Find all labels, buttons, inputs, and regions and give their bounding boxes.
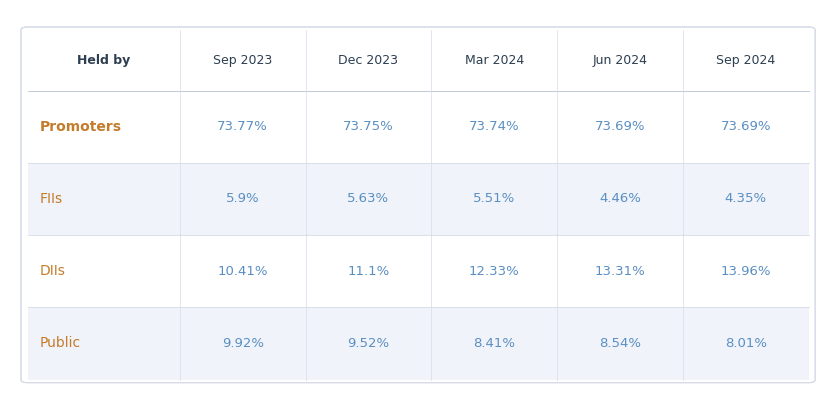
FancyBboxPatch shape [21,27,815,383]
Text: 12.33%: 12.33% [469,265,520,278]
Text: 5.51%: 5.51% [473,192,515,206]
Bar [27,163,809,235]
Text: 4.35%: 4.35% [725,192,767,206]
Bar [27,30,809,91]
Text: 13.96%: 13.96% [721,265,771,278]
Text: 5.9%: 5.9% [226,192,260,206]
Text: 10.41%: 10.41% [217,265,268,278]
Text: FIIs: FIIs [40,192,63,206]
Text: Promoters: Promoters [40,120,122,134]
Text: 13.31%: 13.31% [595,265,646,278]
Text: 9.92%: 9.92% [222,337,264,350]
Text: 8.54%: 8.54% [599,337,641,350]
Bar [27,307,809,379]
Text: 73.75%: 73.75% [343,120,394,133]
Text: 5.63%: 5.63% [348,192,389,206]
Text: DIIs: DIIs [40,264,66,278]
Text: Public: Public [40,337,81,350]
Text: Jun 2024: Jun 2024 [592,54,647,67]
Text: Sep 2023: Sep 2023 [213,54,272,67]
Bar [27,91,809,163]
Text: 73.69%: 73.69% [595,120,645,133]
Text: Held by: Held by [77,54,131,67]
Text: Mar 2024: Mar 2024 [464,54,524,67]
Text: 4.46%: 4.46% [599,192,641,206]
Text: 73.69%: 73.69% [721,120,771,133]
Bar [27,235,809,307]
Text: 9.52%: 9.52% [348,337,389,350]
Text: 8.01%: 8.01% [725,337,767,350]
Text: 8.41%: 8.41% [473,337,515,350]
Text: 11.1%: 11.1% [347,265,389,278]
Text: Dec 2023: Dec 2023 [339,54,399,67]
Text: 73.77%: 73.77% [217,120,268,133]
Text: Sep 2024: Sep 2024 [716,54,775,67]
Text: 73.74%: 73.74% [469,120,519,133]
